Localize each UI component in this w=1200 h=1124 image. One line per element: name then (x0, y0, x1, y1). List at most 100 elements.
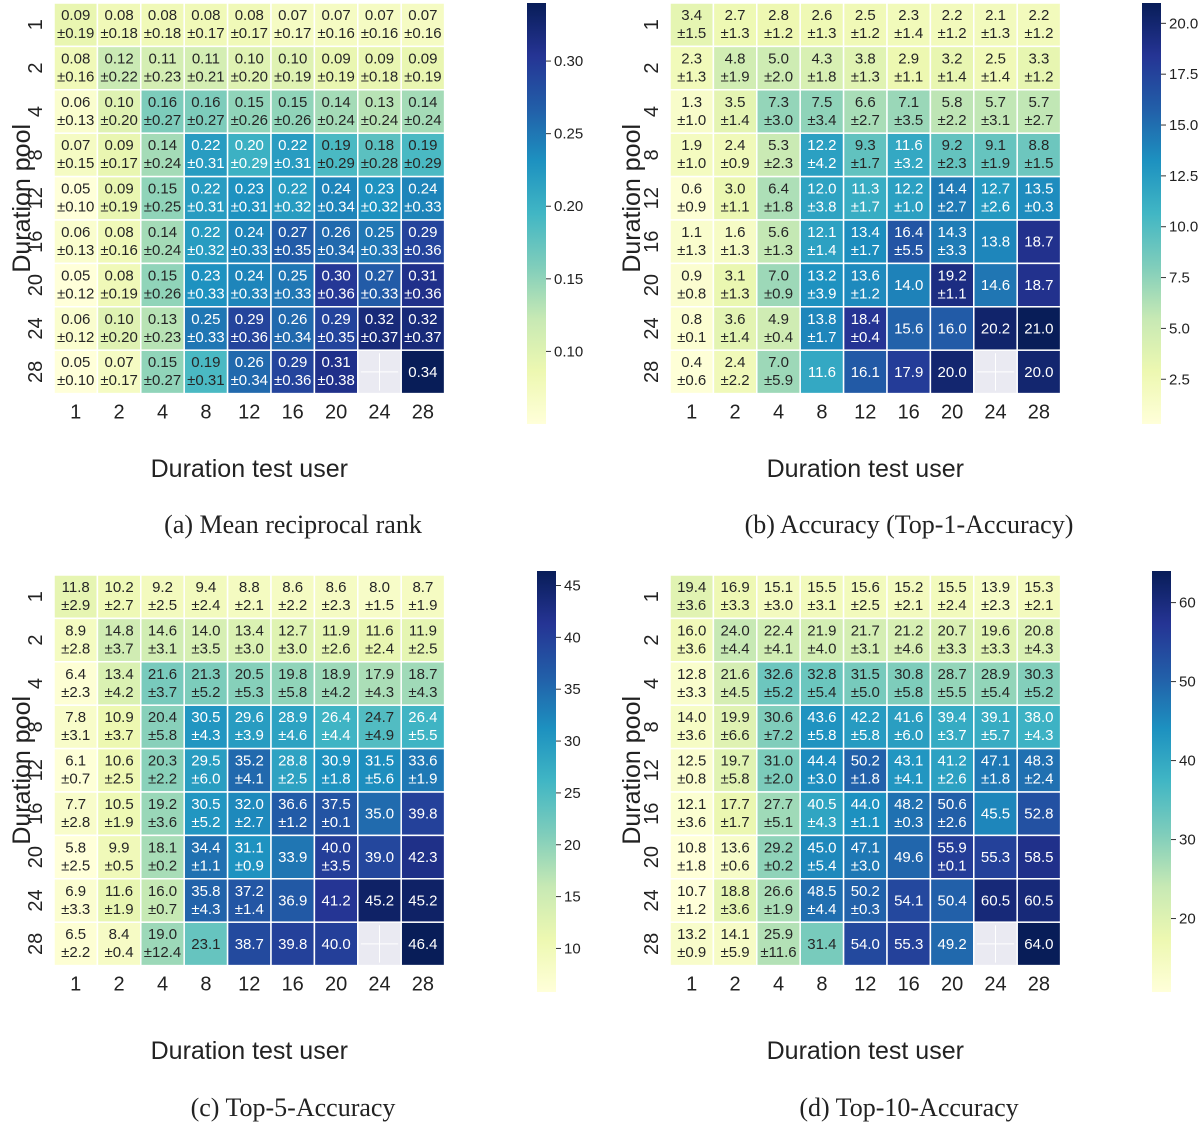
heatmap-cell (669, 219, 715, 265)
cell-value-label: 0.07 (408, 7, 437, 24)
heatmap-cell (929, 89, 975, 134)
heatmap-cell (313, 262, 359, 308)
cell-std-label: ±0.37 (404, 329, 441, 346)
heatmap-cell (53, 878, 99, 923)
cell-value-label: 0.32 (365, 311, 394, 328)
cell-value-label: 58.5 (1024, 849, 1053, 866)
heatmap-cell (313, 574, 359, 620)
cell-value-label: 14.4 (937, 181, 966, 198)
heatmap-cell (140, 306, 185, 351)
cell-value-label: 47.1 (981, 753, 1010, 770)
heatmap-cell (400, 704, 446, 750)
cell-std-label: ±4.4 (721, 640, 750, 657)
cell-std-label: ±2.1 (894, 597, 923, 614)
cell-value-label: 0.23 (365, 181, 394, 198)
cell-value-label: 33.9 (278, 849, 307, 866)
cell-value-label: 21.3 (191, 666, 220, 683)
heatmap-cell (183, 89, 229, 134)
heatmap-cell (400, 219, 446, 265)
heatmap-cell (183, 132, 229, 178)
cell-std-label: ±4.1 (894, 771, 923, 788)
cell-value-label: 0.29 (321, 311, 350, 328)
y-tick-label: 12 (641, 187, 663, 209)
colorbar-tick-label: 7.5 (1169, 270, 1190, 287)
heatmap-cell (270, 306, 316, 351)
cell-value-label: 23.1 (191, 936, 220, 953)
cell-std-label: ±4.2 (807, 155, 836, 172)
cell-std-label: ±5.1 (764, 814, 793, 831)
cell-std-label: ±0.26 (274, 112, 311, 129)
cell-value-label: 20.4 (148, 709, 177, 726)
cell-value-label: 32.6 (764, 666, 793, 683)
cell-std-label: ±0.4 (851, 329, 880, 346)
y-tick-label: 16 (25, 231, 47, 253)
cell-value-label: 10.7 (677, 883, 706, 900)
colorbar-tick-label: 15.0 (1169, 117, 1198, 134)
cell-std-label: ±2.5 (278, 771, 307, 788)
heatmap-cell (270, 574, 316, 620)
x-axis-label: Duration test user (767, 1037, 964, 1065)
heatmap-cell (140, 921, 185, 967)
cell-std-label: ±1.9 (105, 901, 134, 918)
x-tick-label: 16 (898, 974, 920, 996)
cell-std-label: ±1.8 (764, 199, 793, 216)
cell-value-label: 20.0 (1024, 364, 1053, 381)
heatmap-cell (886, 89, 932, 134)
heatmap-cell (226, 306, 272, 351)
cell-value-label: 0.24 (408, 181, 437, 198)
cell-std-label: ±0.35 (317, 329, 354, 346)
heatmap-cell (313, 349, 359, 395)
cell-value-label: 12.7 (981, 181, 1010, 198)
cell-std-label: ±0.33 (404, 199, 441, 216)
cell-value-label: 0.13 (365, 94, 394, 111)
cell-std-label: ±3.3 (981, 640, 1010, 657)
cell-std-label: ±3.5 (322, 857, 351, 874)
cell-value-label: 12.5 (677, 753, 706, 770)
colorbar (537, 571, 556, 992)
x-tick-label: 4 (157, 402, 168, 424)
heatmap-cell (53, 262, 99, 308)
cell-value-label: 5.6 (768, 224, 789, 241)
cell-std-label: ±0.3 (894, 814, 923, 831)
cell-value-label: 27.7 (764, 796, 793, 813)
cell-std-label: ±1.1 (938, 285, 967, 302)
heatmap-cell (226, 45, 272, 91)
cell-value-label: 0.22 (191, 137, 220, 154)
cell-value-label: 45.2 (408, 893, 437, 910)
cell-value-label: 16.0 (677, 622, 706, 639)
cell-value-label: 0.13 (148, 311, 177, 328)
cell-value-label: 5.7 (1028, 94, 1049, 111)
heatmap-cell (400, 89, 446, 134)
heatmap-cell (140, 349, 185, 395)
cell-std-label: ±0.33 (231, 242, 268, 259)
heatmap-cell (973, 834, 1018, 880)
cell-std-label: ±1.0 (677, 155, 706, 172)
cell-value-label: 0.20 (235, 137, 264, 154)
cell-value-label: 26.4 (408, 709, 437, 726)
heatmap-cell (96, 747, 142, 793)
cell-std-label: ±2.2 (278, 597, 307, 614)
heatmap-cell (400, 306, 446, 351)
cell-std-label: ±0.13 (57, 242, 94, 259)
cell-std-label: ±0.24 (361, 112, 398, 129)
heatmap-cell (712, 921, 758, 967)
x-tick-label: 24 (368, 402, 390, 424)
cell-value-label: 5.7 (985, 94, 1006, 111)
cell-value-label: 31.1 (235, 839, 264, 856)
cell-std-label: ±0.37 (361, 329, 398, 346)
cell-value-label: 20.0 (937, 364, 966, 381)
cell-std-label: ±3.6 (677, 597, 706, 614)
cell-value-label: 2.3 (681, 50, 702, 67)
y-axis-label: Duration pool (8, 124, 36, 273)
cell-value-label: 11.9 (322, 622, 350, 639)
cell-std-label: ±0.38 (317, 372, 354, 389)
x-tick-label: 1 (70, 974, 81, 996)
cell-value-label: 0.11 (148, 50, 176, 67)
cell-std-label: ±0.36 (404, 285, 441, 302)
cell-value-label: 17.9 (894, 364, 923, 381)
cell-value-label: 17.7 (720, 796, 749, 813)
cell-value-label: 0.14 (148, 137, 177, 154)
cell-std-label: ±2.0 (764, 771, 793, 788)
cell-std-label: ±3.5 (191, 640, 220, 657)
cell-std-label: ±0.17 (100, 372, 137, 389)
